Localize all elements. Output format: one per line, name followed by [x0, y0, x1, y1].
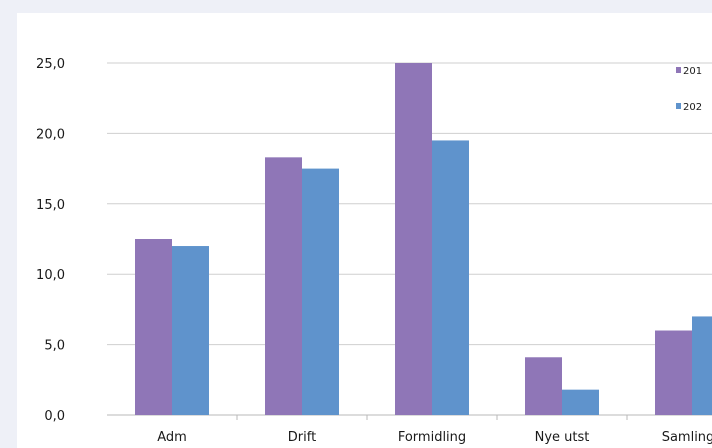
bar-samlinga-series-1 — [692, 316, 712, 415]
legend-label: 201 — [683, 66, 702, 77]
x-axis-ticks: Adm Drift Formidling Nye utst Samlinga — [157, 415, 712, 445]
x-tick-label: Drift — [288, 430, 316, 445]
bar-formidling-series-0 — [395, 63, 432, 415]
bar-nye-utst-series-1 — [562, 389, 599, 415]
y-axis-ticks: 0,0 5,0 10,0 15,0 20,0 25,0 — [36, 57, 65, 424]
bar-drift-series-0 — [265, 157, 302, 415]
legend-swatch — [676, 67, 681, 73]
legend-swatch — [676, 103, 681, 109]
y-tick-label: 10,0 — [36, 268, 65, 283]
bars — [135, 63, 712, 415]
x-tick-label: Adm — [157, 430, 187, 445]
bar-nye-utst-series-0 — [525, 357, 562, 415]
bar-adm-series-1 — [172, 246, 209, 415]
x-tick-label: Formidling — [398, 430, 466, 445]
x-tick-label: Nye utst — [535, 430, 590, 445]
bar-drift-series-1 — [302, 168, 339, 415]
x-tick-label: Samlinga — [662, 430, 712, 445]
chart-panel: 0,0 5,0 10,0 15,0 20,0 25,0 Adm Drift Formidlin… — [17, 13, 712, 448]
y-tick-label: 5,0 — [44, 339, 65, 354]
bar-samlinga-series-0 — [655, 330, 692, 415]
bar-chart: 0,0 5,0 10,0 15,0 20,0 25,0 Adm Drift Formidlin… — [36, 57, 712, 445]
legend-label: 202 — [683, 102, 702, 113]
y-tick-label: 15,0 — [36, 198, 65, 213]
bar-formidling-series-1 — [432, 140, 469, 415]
bar-adm-series-0 — [135, 239, 172, 415]
y-tick-label: 25,0 — [36, 57, 65, 72]
legend: 201 202 — [676, 66, 702, 113]
y-tick-label: 0,0 — [44, 409, 65, 424]
y-tick-label: 20,0 — [36, 127, 65, 142]
